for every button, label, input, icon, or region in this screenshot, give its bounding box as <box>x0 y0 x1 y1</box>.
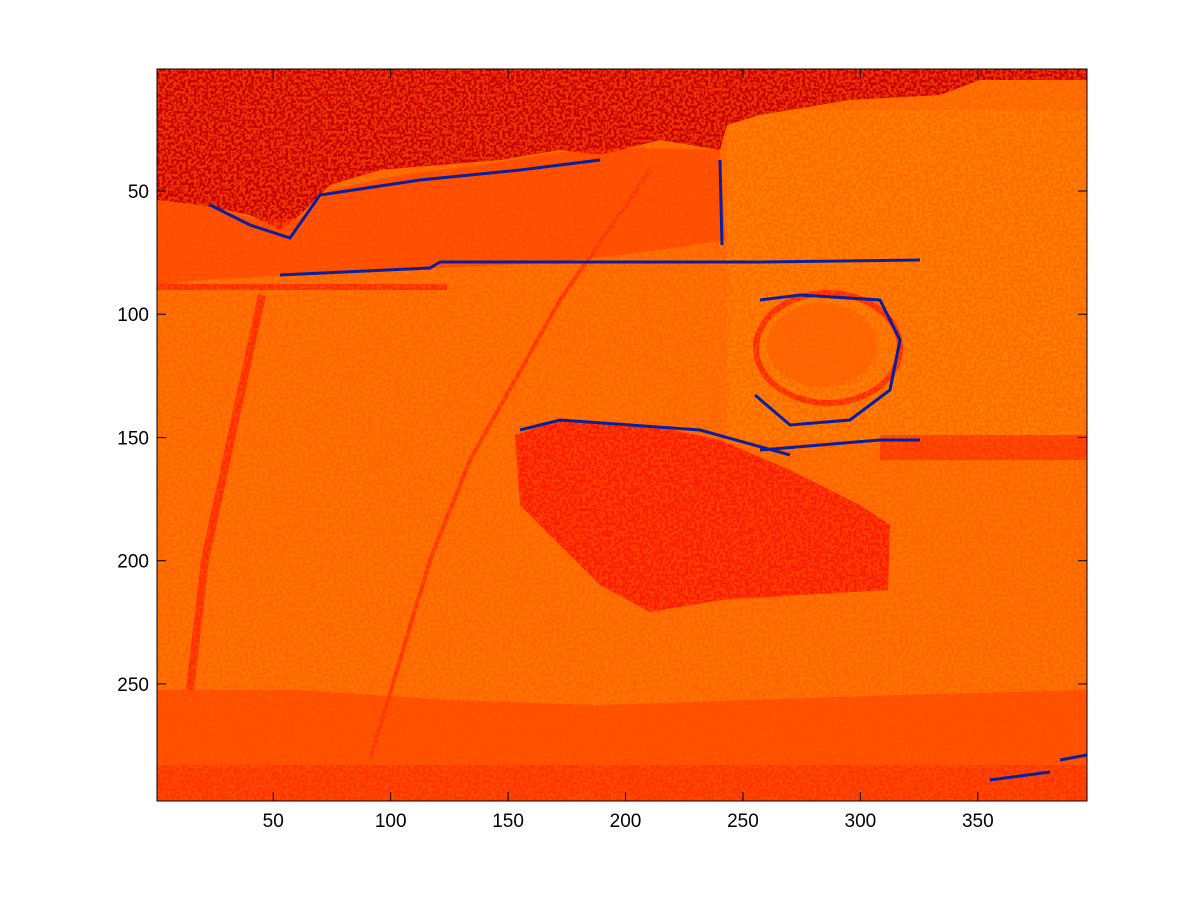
x-tick-label: 350 <box>962 811 994 832</box>
blue-edge-marks <box>209 158 1087 782</box>
blue-edge-pillar <box>718 159 724 246</box>
blue-edge-top <box>209 158 601 240</box>
x-tick-label: 100 <box>375 811 407 832</box>
blue-edge-shelf <box>279 258 921 277</box>
axes-box <box>156 68 1088 802</box>
blue-edge-right <box>759 438 1087 782</box>
x-tick-label: 150 <box>492 811 524 832</box>
x-axis: 50 100 150 200 250 300 350 <box>263 69 994 832</box>
plot-area <box>157 69 1087 801</box>
x-tick-label: 200 <box>610 811 642 832</box>
blue-edge-dial <box>754 293 902 427</box>
y-tick-label: 200 <box>117 552 149 573</box>
x-tick-label: 300 <box>845 811 877 832</box>
x-tick-label: 250 <box>727 811 759 832</box>
noise-overlay <box>157 69 1087 801</box>
y-axis: 50 100 150 200 250 <box>117 182 1087 696</box>
y-tick-label: 150 <box>117 428 149 449</box>
y-tick-label: 250 <box>117 675 149 696</box>
blue-edge-blob <box>519 418 791 457</box>
y-tick-label: 50 <box>128 182 149 203</box>
y-tick-label: 100 <box>117 305 149 326</box>
x-tick-label: 50 <box>263 811 284 832</box>
